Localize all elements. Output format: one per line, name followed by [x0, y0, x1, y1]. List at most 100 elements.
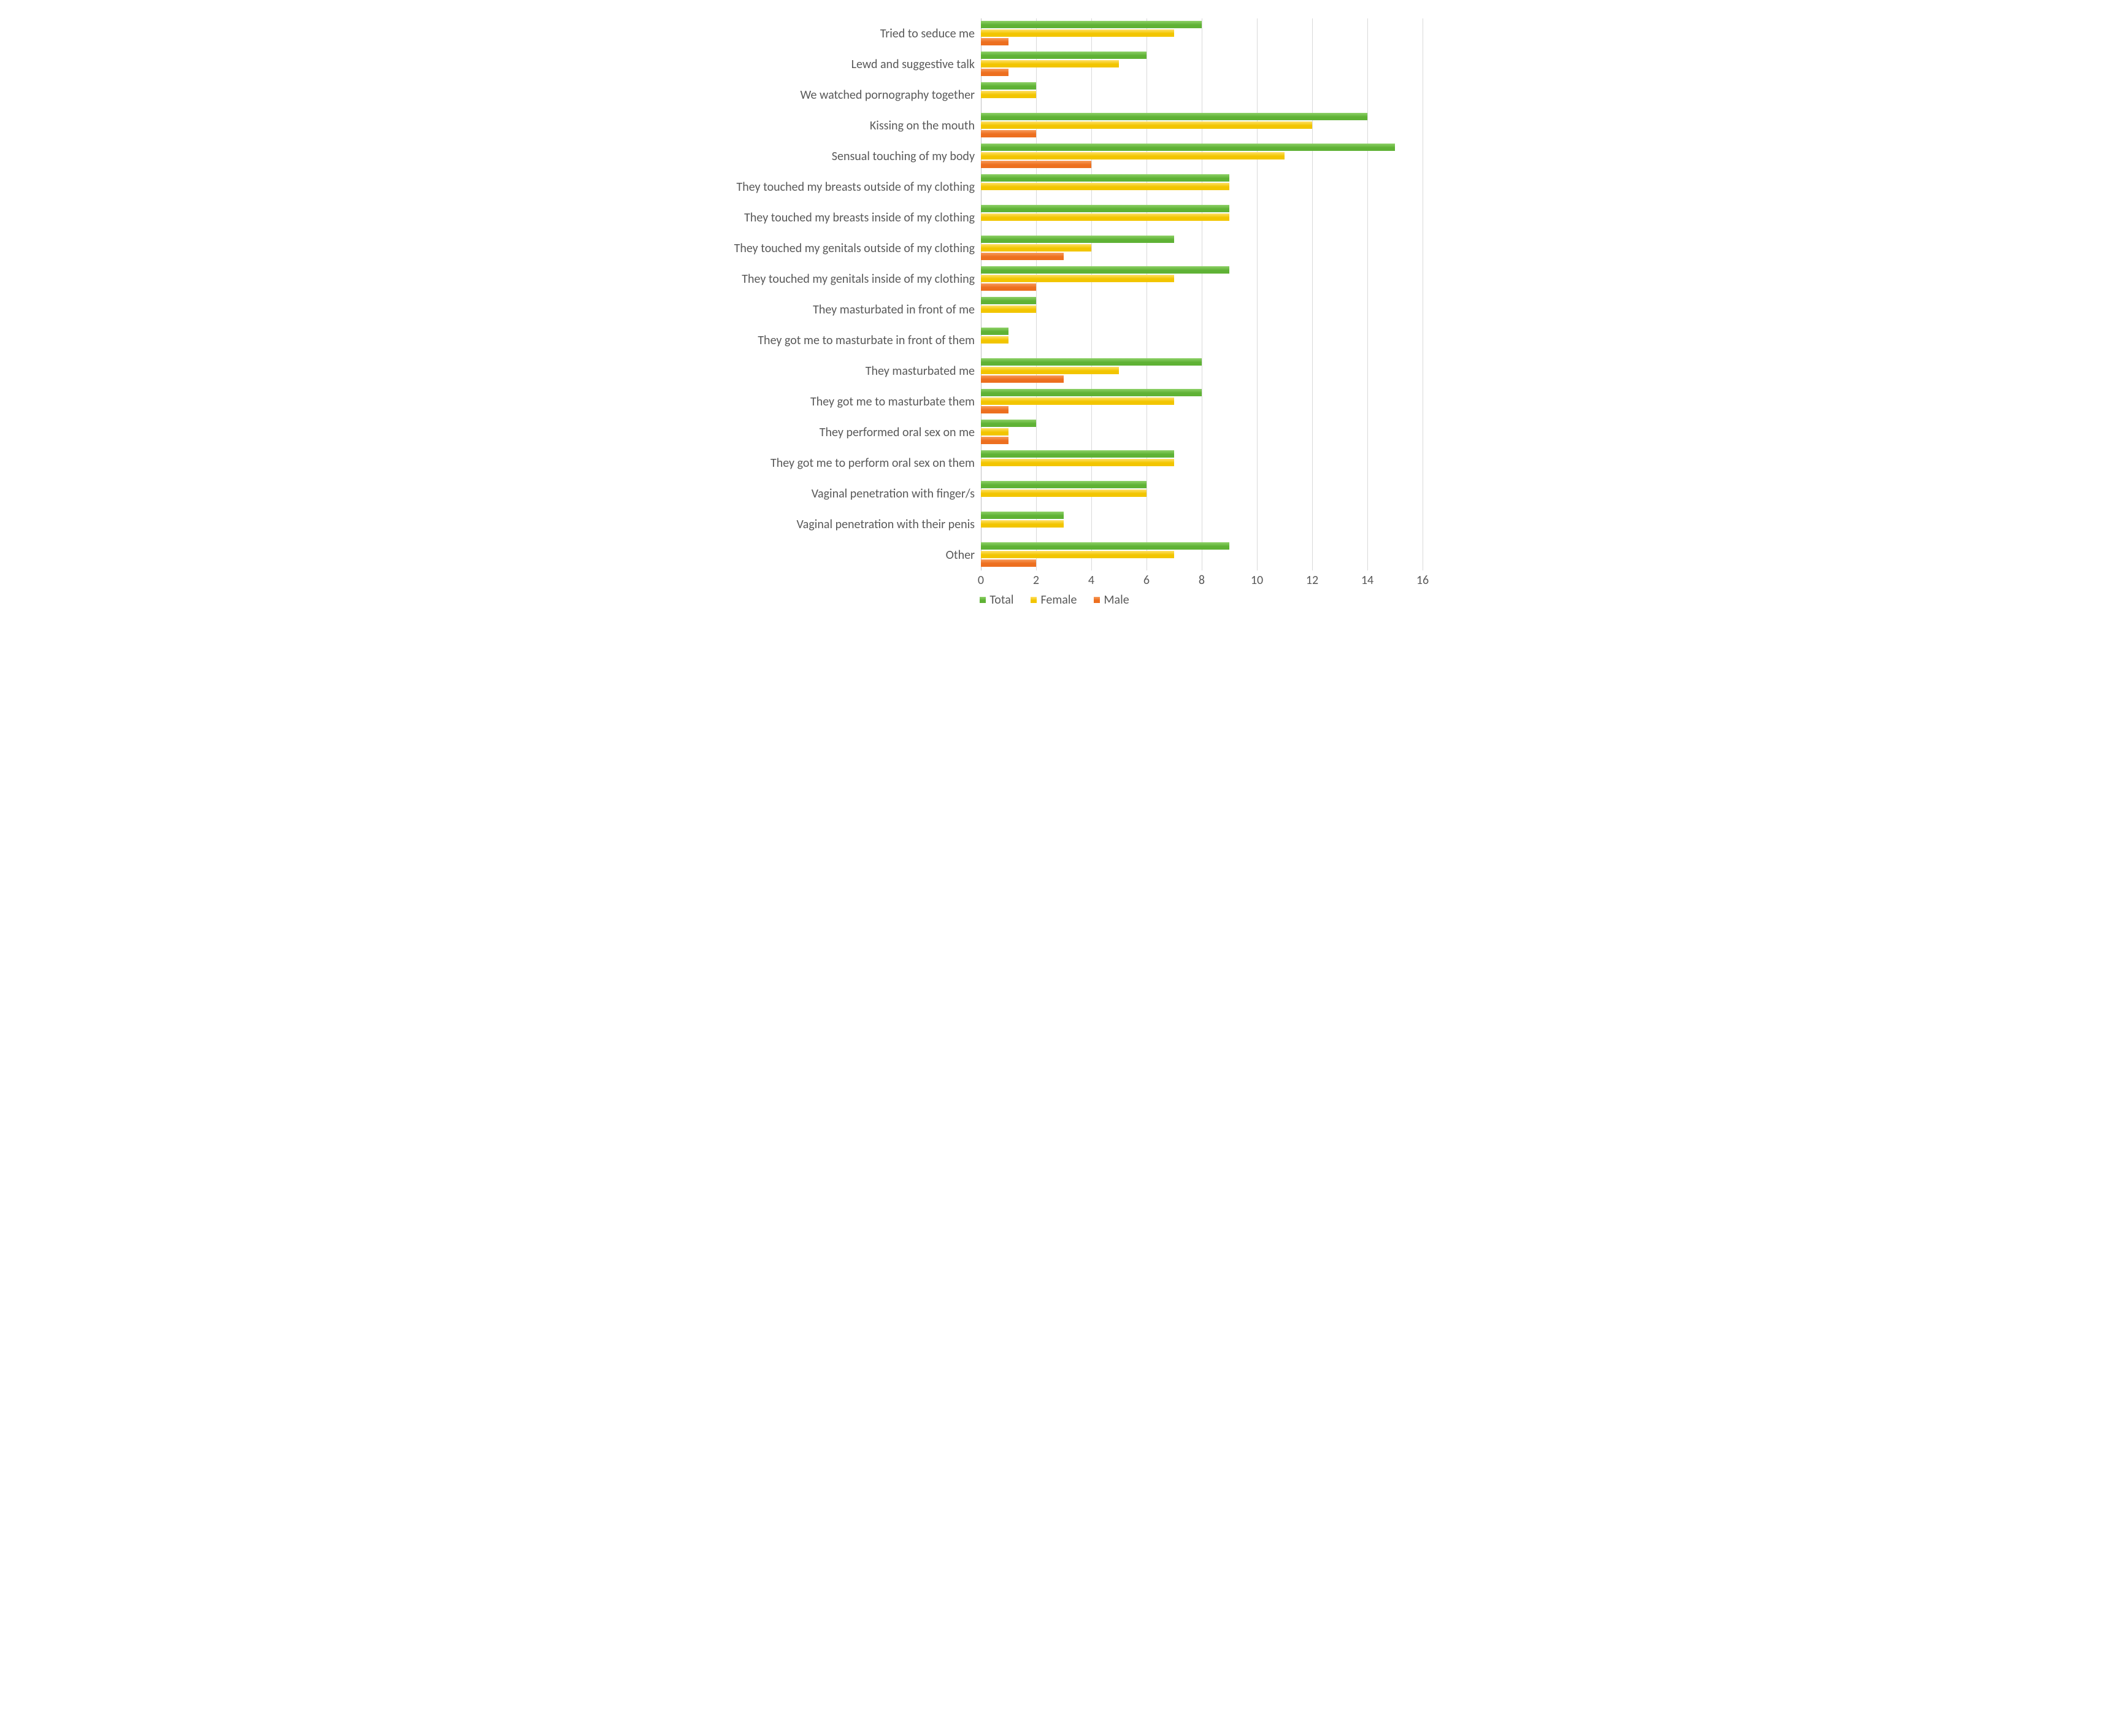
bar-group [981, 478, 1423, 509]
x-tick-label: 6 [1143, 573, 1150, 588]
category-label-text: They performed oral sex on me [820, 426, 975, 439]
category-label: They performed oral sex on me [686, 417, 981, 448]
bar-female [981, 459, 1174, 466]
category-label: They masturbated me [686, 356, 981, 386]
bar-female [981, 367, 1119, 374]
bar-total [981, 542, 1229, 550]
category-label-text: Sensual touching of my body [832, 150, 975, 163]
bar-male [981, 283, 1036, 291]
bar-female [981, 60, 1119, 67]
category-label-text: Vaginal penetration with finger/s [812, 487, 975, 501]
bars-layer [981, 18, 1423, 570]
bar-female [981, 213, 1229, 221]
bar-group [981, 356, 1423, 386]
chart-container: Tried to seduce me Lewd and suggestive ta… [680, 12, 1429, 613]
category-label: We watched pornography together [686, 80, 981, 110]
bar-male [981, 437, 1008, 444]
x-tick-label: 12 [1306, 573, 1318, 588]
category-label: They got me to masturbate in front of th… [686, 325, 981, 356]
category-label-text: They touched my breasts outside of my cl… [736, 180, 975, 194]
category-label-text: They got me to masturbate them [810, 395, 975, 409]
bar-group [981, 172, 1423, 202]
bar-total [981, 52, 1147, 59]
category-label-text: Vaginal penetration with their penis [797, 518, 975, 531]
legend-label: Male [1104, 593, 1129, 607]
legend-item-total: Total [980, 593, 1013, 607]
category-label-text: They got me to masturbate in front of th… [758, 334, 975, 347]
bar-group [981, 417, 1423, 448]
category-label-text: Tried to seduce me [880, 27, 975, 40]
bar-total [981, 389, 1202, 396]
category-label-text: They touched my genitals inside of my cl… [742, 272, 975, 286]
bar-female [981, 29, 1174, 37]
bar-male [981, 161, 1091, 168]
legend-swatch-total [980, 597, 986, 603]
bar-male [981, 38, 1008, 45]
bar-total [981, 297, 1036, 304]
bar-male [981, 253, 1064, 260]
bar-total [981, 21, 1202, 28]
bar-total [981, 358, 1202, 366]
x-axis: 0246810121416 [981, 570, 1423, 589]
legend-swatch-male [1094, 597, 1100, 603]
legend-item-male: Male [1094, 593, 1129, 607]
bar-total [981, 174, 1229, 182]
x-tick-label: 8 [1199, 573, 1205, 588]
bar-male [981, 375, 1064, 383]
legend-swatch-female [1031, 597, 1037, 603]
bar-group [981, 18, 1423, 49]
bar-group [981, 202, 1423, 233]
bar-total [981, 512, 1064, 519]
bar-female [981, 91, 1036, 98]
category-label: Tried to seduce me [686, 18, 981, 49]
category-label: Lewd and suggestive talk [686, 49, 981, 80]
category-label: Other [686, 540, 981, 570]
category-label: Vaginal penetration with their penis [686, 509, 981, 540]
bar-group [981, 233, 1423, 264]
bar-total [981, 82, 1036, 90]
bar-female [981, 305, 1036, 313]
bar-group [981, 540, 1423, 570]
category-label: Sensual touching of my body [686, 141, 981, 172]
bar-total [981, 113, 1367, 120]
bar-female [981, 551, 1174, 558]
bar-group [981, 80, 1423, 110]
category-label: They touched my breasts outside of my cl… [686, 172, 981, 202]
bar-female [981, 428, 1008, 436]
axis-spacer [686, 570, 981, 589]
bar-group [981, 294, 1423, 325]
legend-label: Female [1040, 593, 1077, 607]
bar-total [981, 236, 1174, 243]
legend-label: Total [989, 593, 1013, 607]
category-label-text: Other [946, 548, 975, 562]
category-label: They got me to perform oral sex on them [686, 448, 981, 478]
bar-female [981, 520, 1064, 528]
category-label: Kissing on the mouth [686, 110, 981, 141]
bar-female [981, 336, 1008, 344]
category-label: They touched my breasts inside of my clo… [686, 202, 981, 233]
category-label-text: They masturbated in front of me [813, 303, 975, 317]
x-tick-label: 2 [1033, 573, 1039, 588]
category-label-text: They masturbated me [866, 364, 975, 378]
plot-area [981, 18, 1423, 570]
bar-female [981, 244, 1091, 252]
bar-total [981, 420, 1036, 427]
category-label-text: They touched my breasts inside of my clo… [744, 211, 975, 225]
chart: Tried to seduce me Lewd and suggestive ta… [686, 18, 1423, 589]
bar-female [981, 398, 1174, 405]
category-label-text: Kissing on the mouth [870, 119, 975, 133]
bar-male [981, 406, 1008, 413]
x-tick-label: 10 [1251, 573, 1263, 588]
x-tick-label: 16 [1416, 573, 1429, 588]
legend: Total Female Male [686, 593, 1423, 607]
bar-group [981, 448, 1423, 478]
bar-group [981, 325, 1423, 356]
bar-total [981, 328, 1008, 335]
x-tick-label: 4 [1088, 573, 1094, 588]
category-label-text: Lewd and suggestive talk [851, 58, 975, 71]
bar-group [981, 386, 1423, 417]
category-label-text: They touched my genitals outside of my c… [734, 242, 975, 255]
bars-column: 0246810121416 [981, 18, 1423, 589]
bar-total [981, 144, 1395, 151]
bar-total [981, 266, 1229, 274]
